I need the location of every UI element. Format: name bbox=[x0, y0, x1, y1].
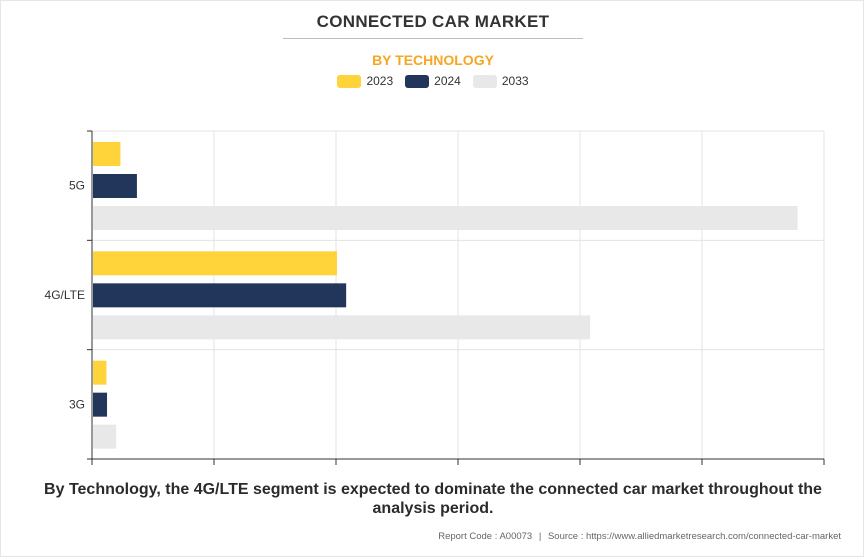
bar-4g-lte-2023 bbox=[93, 251, 337, 276]
title-divider bbox=[283, 38, 583, 39]
chart-subtitle: BY TECHNOLOGY bbox=[372, 52, 494, 68]
legend-swatch-2024 bbox=[405, 74, 430, 88]
bar-3g-2033 bbox=[93, 424, 117, 449]
report-code: Report Code : A00073 bbox=[438, 531, 533, 542]
footer: Report Code : A00073 | Source : https://… bbox=[438, 531, 841, 542]
legend-swatch-2033 bbox=[472, 74, 497, 88]
y-axis-label: 5G bbox=[69, 179, 85, 193]
legend-item-2033[interactable]: 2033 bbox=[472, 74, 529, 88]
bar-3g-2024 bbox=[93, 392, 108, 417]
chart-title: CONNECTED CAR MARKET bbox=[316, 12, 550, 31]
legend-label-2033: 2033 bbox=[501, 74, 529, 88]
legend-label-2023: 2023 bbox=[366, 74, 394, 88]
source-link[interactable]: Source : https://www.alliedmarketresearc… bbox=[547, 531, 841, 542]
bar-4g-lte-2024 bbox=[93, 283, 347, 308]
footer-separator: | bbox=[538, 531, 542, 542]
bar-5g-2033 bbox=[93, 206, 798, 230]
bar-5g-2024 bbox=[93, 174, 137, 198]
bar-5g-2023 bbox=[93, 142, 121, 166]
legend-item-2024[interactable]: 2024 bbox=[405, 74, 461, 88]
legend-item-2023[interactable]: 2023 bbox=[337, 74, 393, 88]
bar-chart: 5G 4G/LTE 3G bbox=[45, 130, 825, 465]
y-axis-label: 3G bbox=[69, 397, 85, 411]
chart-caption: By Technology, the 4G/LTE segment is exp… bbox=[44, 481, 822, 517]
bar-3g-2023 bbox=[93, 360, 107, 385]
legend-label-2024: 2024 bbox=[434, 74, 461, 88]
chart-legend: 2023 2024 2033 bbox=[1, 74, 864, 88]
y-axis-label: 4G/LTE bbox=[45, 288, 85, 302]
bar-4g-lte-2033 bbox=[93, 315, 591, 340]
legend-swatch-2023 bbox=[337, 74, 362, 88]
